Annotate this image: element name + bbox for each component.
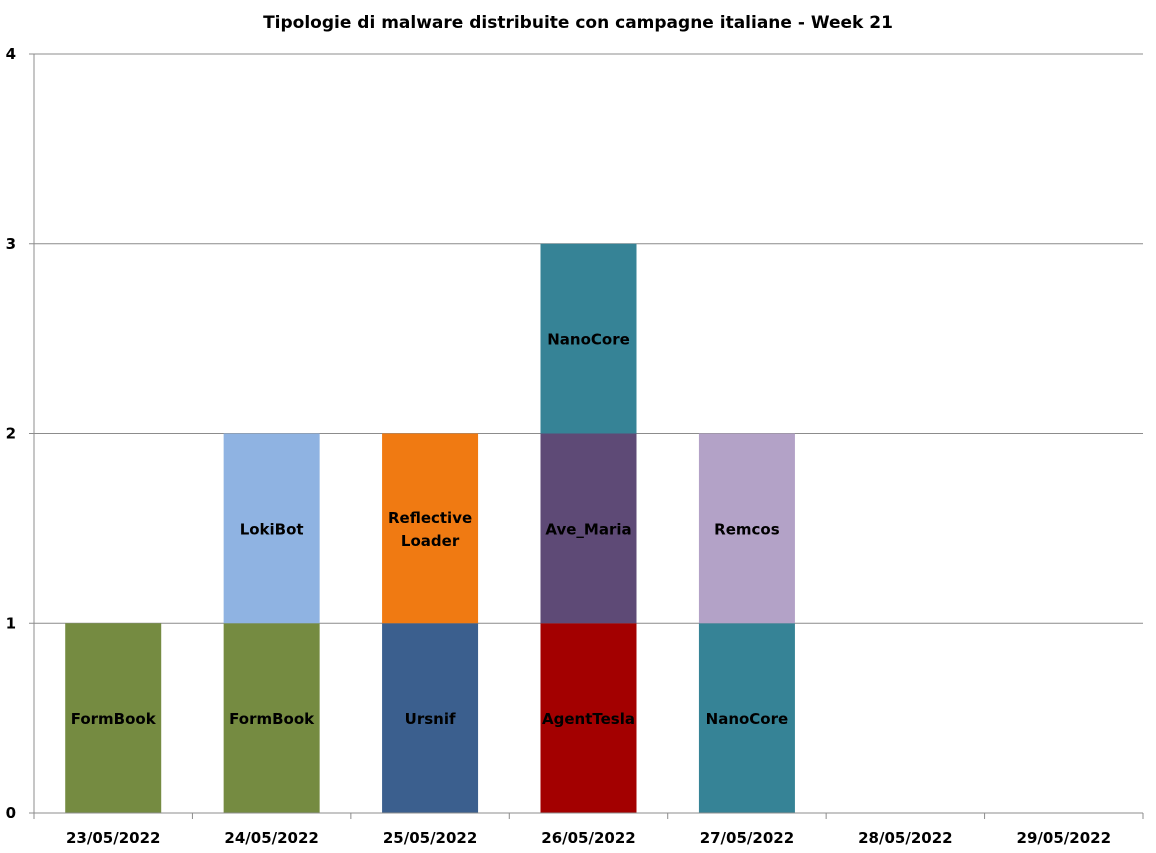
bar-segment-label: AgentTesla <box>542 710 635 728</box>
bar-segment-label: LokiBot <box>240 520 304 538</box>
chart-title: Tipologie di malware distribuite con cam… <box>263 13 893 33</box>
bar-segment <box>540 243 637 434</box>
bars: FormBook FormBook LokiBot Ursnif Reflective L… <box>65 243 795 813</box>
x-tick-label: 26/05/2022 <box>541 829 635 847</box>
bar-segment <box>382 433 479 624</box>
y-axis-ticks: 0 1 2 3 4 <box>6 45 34 822</box>
bar-segment-label: NanoCore <box>706 710 789 728</box>
y-tick-label: 0 <box>6 804 16 822</box>
bar-segment <box>382 623 479 813</box>
bar-segment-label: Remcos <box>714 520 780 538</box>
x-tick-label: 28/05/2022 <box>858 829 952 847</box>
x-tick-label: 27/05/2022 <box>700 829 794 847</box>
y-tick-label: 1 <box>6 614 16 632</box>
bar-segment <box>65 623 162 813</box>
bar-segment <box>540 433 637 624</box>
bar-segment <box>698 623 795 813</box>
bar-segment-label: NanoCore <box>547 331 630 349</box>
bar-segment <box>540 623 637 813</box>
y-tick-label: 4 <box>6 45 16 63</box>
bar-segment-label: FormBook <box>229 710 315 728</box>
x-tick-label: 25/05/2022 <box>383 829 477 847</box>
y-tick-label: 2 <box>6 425 16 443</box>
x-tick-label: 29/05/2022 <box>1017 829 1111 847</box>
x-tick-label: 24/05/2022 <box>224 829 318 847</box>
bar-segment-label: Reflective Loader <box>388 509 472 550</box>
bar-segment <box>223 433 320 624</box>
bar-segment <box>698 433 795 624</box>
bar-segment <box>223 623 320 813</box>
axes <box>33 54 1143 814</box>
x-axis-ticks: 23/05/2022 24/05/2022 25/05/2022 26/05/2022… <box>33 813 1144 847</box>
bar-segment-label: Ave_Maria <box>545 520 631 538</box>
bar-segment-label: FormBook <box>71 710 157 728</box>
y-tick-label: 3 <box>6 235 16 253</box>
x-tick-label: 23/05/2022 <box>66 829 160 847</box>
bar-segment-label: Ursnif <box>405 710 456 728</box>
